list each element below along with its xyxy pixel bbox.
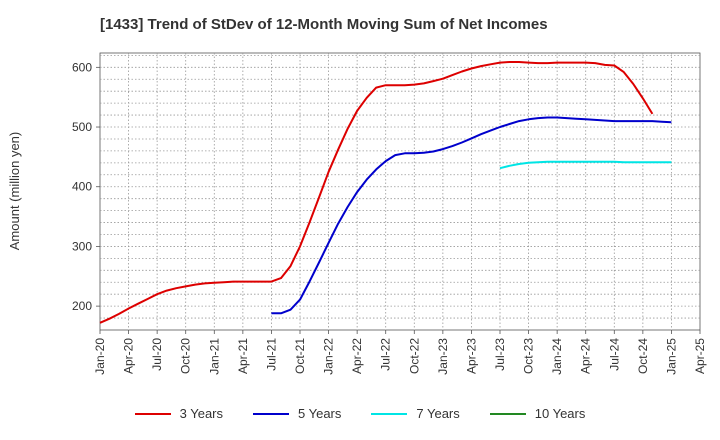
x-tick-label: Apr-20: [122, 338, 136, 374]
legend-swatch: [489, 412, 526, 415]
y-tick-label: 500: [72, 120, 92, 134]
x-tick-label: Jul-24: [607, 338, 621, 371]
x-tick-label: Jul-21: [264, 338, 278, 371]
x-tick-label: Jul-22: [379, 338, 393, 371]
x-tick-label: Jan-21: [207, 338, 221, 375]
x-tick-label: Oct-21: [293, 338, 307, 374]
x-tick-label: Oct-24: [636, 338, 650, 374]
x-tick-label: Jan-23: [436, 338, 450, 375]
x-tick-label: Jan-22: [322, 338, 336, 375]
legend-item: 10 Years: [489, 406, 586, 421]
y-axis-ticks: 200 300 400 500 600: [72, 60, 100, 313]
legend-swatch: [134, 412, 171, 415]
x-axis-ticks: Jan-20 Apr-20 Jul-20 Oct-20 Jan-21 Apr-21 Jul-…: [93, 330, 707, 375]
x-tick-label: Apr-25: [693, 338, 707, 374]
x-tick-label: Apr-22: [350, 338, 364, 374]
series-line-3-years: [99, 61, 654, 324]
legend: 3 Years 5 Years 7 Years 10 Years: [0, 406, 720, 421]
series-line-5-years: [271, 116, 672, 315]
x-tick-label: Oct-20: [179, 338, 193, 374]
x-tick-label: Jan-24: [550, 338, 564, 375]
legend-item: 7 Years: [371, 406, 460, 421]
plot-area: [99, 52, 701, 331]
x-tick-label: Jul-23: [493, 338, 507, 371]
x-tick-label: Jan-20: [93, 338, 107, 375]
legend-label: 10 Years: [534, 406, 586, 421]
legend-label: 5 Years: [298, 406, 342, 421]
series-lines: [99, 61, 672, 324]
y-tick-label: 200: [72, 299, 92, 313]
x-tick-label: Apr-21: [236, 338, 250, 374]
y-tick-label: 600: [72, 60, 92, 74]
x-tick-label: Apr-23: [464, 338, 478, 374]
chart-title: [1433] Trend of StDev of 12-Month Moving…: [100, 16, 548, 33]
legend-item: 3 Years: [134, 406, 223, 421]
x-tick-label: Oct-23: [522, 338, 536, 374]
x-tick-label: Apr-24: [579, 338, 593, 374]
y-tick-label: 300: [72, 239, 92, 253]
x-tick-label: Jan-25: [664, 338, 678, 375]
y-axis-label: Amount (million yen): [7, 132, 22, 251]
legend-label: 3 Years: [179, 406, 223, 421]
grid-lines: [100, 53, 700, 330]
legend-label: 7 Years: [416, 406, 460, 421]
legend-item: 5 Years: [253, 406, 341, 421]
x-tick-label: Oct-22: [407, 338, 421, 374]
y-tick-label: 400: [72, 180, 92, 194]
series-line-7-years: [499, 160, 672, 170]
legend-swatch: [371, 412, 408, 415]
x-tick-label: Jul-20: [150, 338, 164, 371]
legend-swatch: [253, 412, 289, 415]
